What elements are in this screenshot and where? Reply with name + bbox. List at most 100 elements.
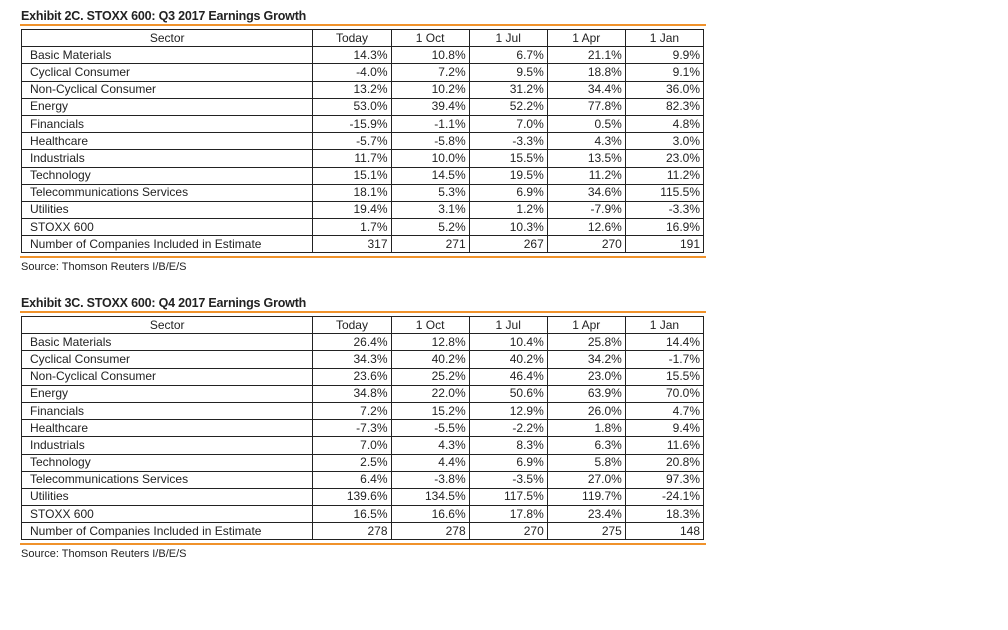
exhibit-title: Exhibit 2C. STOXX 600: Q3 2017 Earnings … [21, 9, 307, 23]
table-row: Utilities 139.6% 134.5% 117.5% 119.7% -24.1% [20, 487, 705, 507]
sector-cell: Basic Materials [20, 46, 314, 65]
sector-cell: Number of Companies Included in Estimate [20, 522, 314, 541]
sector-cell: Non-Cyclical Consumer [20, 80, 314, 99]
value-cell: 3.0% [624, 132, 705, 151]
value-cell: 6.7% [468, 46, 548, 65]
value-cell: 97.3% [624, 470, 705, 489]
value-cell: 191 [624, 235, 705, 254]
value-cell: 53.0% [312, 97, 392, 116]
column-header: 1 Apr [546, 28, 626, 48]
value-cell: 6.3% [546, 436, 626, 455]
table-row: Technology 2.5% 4.4% 6.9% 5.8% 20.8% [20, 453, 705, 472]
sector-cell: Financials [20, 401, 314, 421]
value-cell: 1.8% [546, 419, 626, 438]
table-row: Cyclical Consumer -4.0% 7.2% 9.5% 18.8% 9.1% [20, 63, 705, 82]
sector-cell: Energy [20, 384, 314, 403]
table-row: STOXX 600 1.7% 5.2% 10.3% 12.6% 16.9% [20, 218, 705, 237]
value-cell: 19.5% [468, 166, 548, 185]
value-cell: 27.0% [546, 470, 626, 489]
value-cell: 4.3% [546, 132, 626, 151]
value-cell: -15.9% [312, 114, 392, 134]
value-cell: 34.8% [312, 384, 392, 403]
sector-cell: STOXX 600 [20, 218, 314, 237]
earnings-table: Sector Today 1 Oct 1 Jul 1 Apr 1 Jan Basic Mat… [20, 28, 705, 254]
value-cell: -1.1% [390, 114, 470, 134]
sector-cell: Technology [20, 453, 314, 472]
value-cell: 7.0% [312, 436, 392, 455]
value-cell: 11.2% [624, 166, 705, 185]
value-cell: 139.6% [312, 487, 392, 507]
value-cell: 5.3% [390, 183, 470, 202]
value-cell: 275 [546, 522, 626, 541]
value-cell: 23.6% [312, 367, 392, 386]
value-cell: 10.3% [468, 218, 548, 237]
value-cell: -3.3% [468, 132, 548, 151]
value-cell: 22.0% [390, 384, 470, 403]
value-cell: 267 [468, 235, 548, 254]
sector-cell: Cyclical Consumer [20, 63, 314, 82]
value-cell: -3.8% [390, 470, 470, 489]
table-row: Number of Companies Included in Estimate… [20, 522, 705, 541]
divider [20, 311, 706, 313]
value-cell: 117.5% [468, 487, 548, 507]
table-row: Energy 34.8% 22.0% 50.6% 63.9% 70.0% [20, 384, 705, 403]
value-cell: 10.8% [390, 46, 470, 65]
value-cell: 270 [546, 235, 626, 254]
value-cell: 34.3% [312, 350, 392, 369]
table-row: STOXX 600 16.5% 16.6% 17.8% 23.4% 18.3% [20, 505, 705, 524]
table-row: Energy 53.0% 39.4% 52.2% 77.8% 82.3% [20, 97, 705, 116]
value-cell: 14.5% [390, 166, 470, 185]
value-cell: 40.2% [468, 350, 548, 369]
value-cell: 34.4% [546, 80, 626, 99]
value-cell: 14.3% [312, 46, 392, 65]
value-cell: 119.7% [546, 487, 626, 507]
column-header: Today [312, 315, 392, 335]
table-row: Number of Companies Included in Estimate… [20, 235, 705, 254]
value-cell: 15.2% [390, 401, 470, 421]
value-cell: 1.2% [468, 200, 548, 220]
value-cell: 40.2% [390, 350, 470, 369]
value-cell: 26.0% [546, 401, 626, 421]
value-cell: 317 [312, 235, 392, 254]
value-cell: 0.5% [546, 114, 626, 134]
value-cell: 2.5% [312, 453, 392, 472]
table-row: Healthcare -7.3% -5.5% -2.2% 1.8% 9.4% [20, 419, 705, 438]
value-cell: 15.5% [624, 367, 705, 386]
table-row: Telecommunications Services 18.1% 5.3% 6.9%… [20, 183, 705, 202]
value-cell: 16.5% [312, 505, 392, 524]
value-cell: 11.2% [546, 166, 626, 185]
value-cell: 18.8% [546, 63, 626, 82]
value-cell: -5.5% [390, 419, 470, 438]
value-cell: 17.8% [468, 505, 548, 524]
table-row: Telecommunications Services 6.4% -3.8% -3.5… [20, 470, 705, 489]
table-row: Basic Materials 26.4% 12.8% 10.4% 25.8% 14.4% [20, 333, 705, 352]
value-cell: 26.4% [312, 333, 392, 352]
table-row: Financials -15.9% -1.1% 7.0% 0.5% 4.8% [20, 114, 705, 134]
value-cell: 19.4% [312, 200, 392, 220]
table-row: Industrials 7.0% 4.3% 8.3% 6.3% 11.6% [20, 436, 705, 455]
column-header: 1 Jan [624, 315, 705, 335]
value-cell: 18.3% [624, 505, 705, 524]
sector-cell: Utilities [20, 200, 314, 220]
value-cell: 23.0% [546, 367, 626, 386]
value-cell: 9.1% [624, 63, 705, 82]
value-cell: 8.3% [468, 436, 548, 455]
value-cell: 7.2% [312, 401, 392, 421]
value-cell: -7.3% [312, 419, 392, 438]
value-cell: 6.4% [312, 470, 392, 489]
column-header: 1 Oct [390, 315, 470, 335]
value-cell: 278 [312, 522, 392, 541]
value-cell: 7.0% [468, 114, 548, 134]
value-cell: 9.4% [624, 419, 705, 438]
value-cell: 115.5% [624, 183, 705, 202]
sector-cell: STOXX 600 [20, 505, 314, 524]
value-cell: 10.2% [390, 80, 470, 99]
value-cell: 6.9% [468, 453, 548, 472]
value-cell: 52.2% [468, 97, 548, 116]
value-cell: 11.7% [312, 149, 392, 168]
table-row: Industrials 11.7% 10.0% 15.5% 13.5% 23.0% [20, 149, 705, 168]
source-note: Source: Thomson Reuters I/B/E/S [21, 548, 187, 561]
sector-cell: Industrials [20, 149, 314, 168]
source-note: Source: Thomson Reuters I/B/E/S [21, 261, 187, 274]
value-cell: 14.4% [624, 333, 705, 352]
